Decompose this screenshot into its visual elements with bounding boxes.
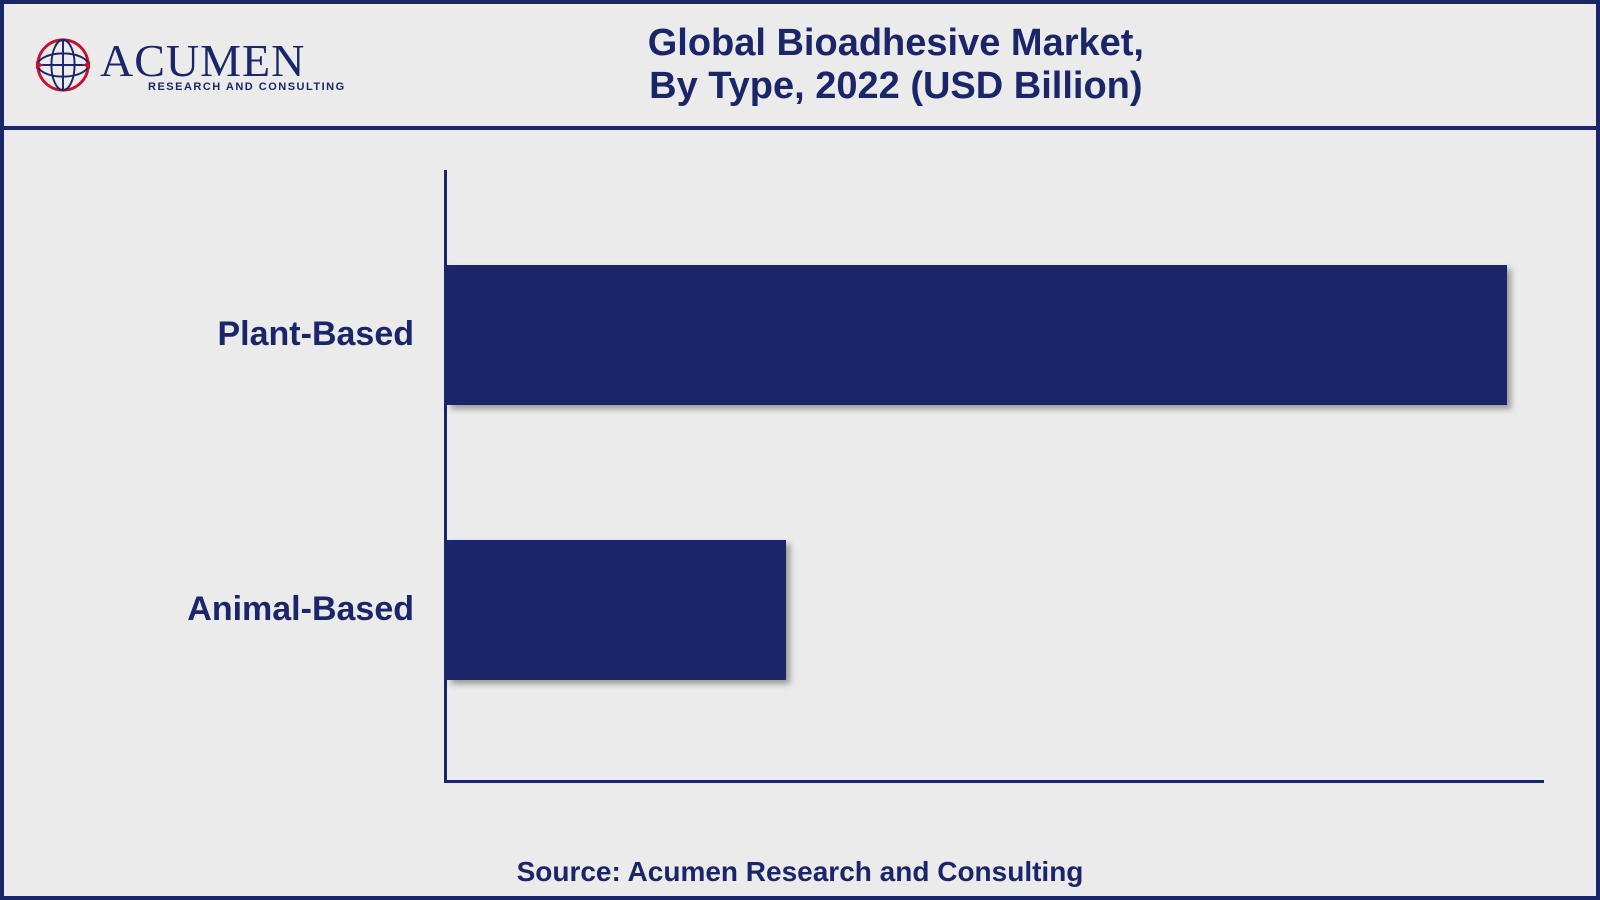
chart-area: Plant-Based Animal-Based Source: Acumen R… — [4, 130, 1596, 896]
bar — [447, 265, 1507, 405]
plot-area: Plant-Based Animal-Based — [64, 170, 1536, 810]
x-axis — [444, 780, 1544, 783]
logo-sub-text: RESEARCH AND CONSULTING — [148, 82, 346, 93]
title-line-2: By Type, 2022 (USD Billion) — [346, 65, 1446, 108]
bar-label: Animal-Based — [64, 590, 439, 629]
title-line-1: Global Bioadhesive Market, — [346, 22, 1446, 65]
header-band: ACUMEN RESEARCH AND CONSULTING Global Bi… — [4, 4, 1596, 130]
chart-frame: ACUMEN RESEARCH AND CONSULTING Global Bi… — [0, 0, 1600, 900]
chart-title: Global Bioadhesive Market, By Type, 2022… — [346, 22, 1566, 108]
logo-text: ACUMEN RESEARCH AND CONSULTING — [100, 38, 346, 93]
company-logo: ACUMEN RESEARCH AND CONSULTING — [34, 36, 346, 94]
bar — [447, 540, 786, 680]
globe-icon — [34, 36, 92, 94]
logo-main-text: ACUMEN — [100, 38, 346, 84]
bar-label: Plant-Based — [64, 315, 439, 354]
y-axis — [444, 170, 447, 780]
source-attribution: Source: Acumen Research and Consulting — [4, 856, 1596, 888]
